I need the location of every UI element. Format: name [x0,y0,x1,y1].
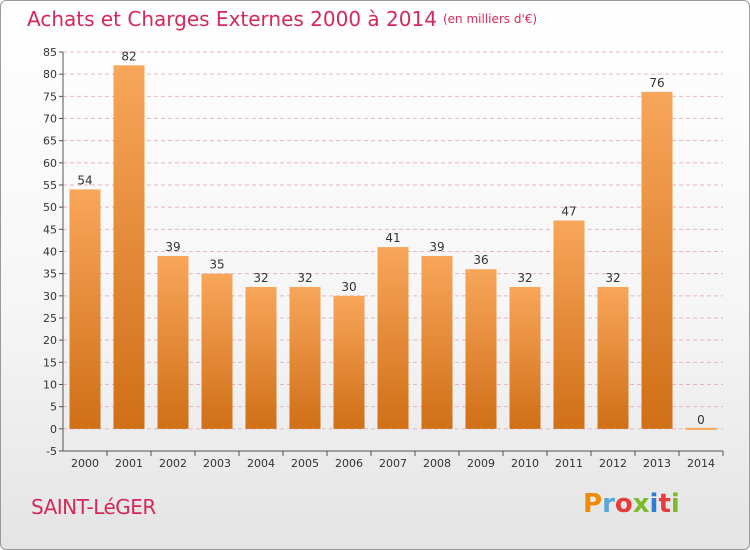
bar-2005[interactable] [289,286,321,429]
chart-unit: (en milliers d'€) [442,12,538,26]
value-label: 30 [341,280,356,294]
bar-2009[interactable] [465,269,497,429]
bar-2012[interactable] [597,286,629,429]
chart-title: Achats et Charges Externes 2000 à 2014 (e… [27,7,537,31]
x-tick-label: 2001 [115,457,143,470]
x-tick-label: 2007 [379,457,407,470]
value-label: 32 [517,271,532,285]
chart-title-text: Achats et Charges Externes 2000 à 2014 [27,7,437,31]
x-tick-label: 2003 [203,457,231,470]
logo-letter: r [602,489,615,519]
y-tick-label: 35 [43,268,57,281]
value-label: 0 [697,413,705,427]
y-tick-label: 85 [43,46,57,59]
logo-letter: t [658,489,671,519]
y-tick-label: 10 [43,379,57,392]
value-label: 36 [473,253,488,267]
bar-2013[interactable] [641,91,673,429]
bar-2004[interactable] [245,286,277,429]
x-tick-label: 2006 [335,457,363,470]
x-tick-label: 2014 [687,457,715,470]
bar-2001[interactable] [113,65,145,429]
value-label: 39 [165,240,180,254]
labels: -5 0 5 10 15 20 25 30 35 40 45 50 55 60 65 70 75 80 85 54 20… [43,46,715,470]
logo-letter: i [670,489,680,519]
y-tick-label: 80 [43,68,57,81]
y-tick-label: 50 [43,201,57,214]
bar-2006[interactable] [333,295,365,429]
x-tick-label: 2012 [599,457,627,470]
value-label: 76 [649,76,664,90]
bar-2007[interactable] [377,247,409,429]
x-tick-label: 2010 [511,457,539,470]
logo-letter: x [632,489,650,519]
y-tick-label: 20 [43,334,57,347]
value-label: 32 [605,271,620,285]
x-tick-label: 2000 [71,457,99,470]
value-label: 39 [429,240,444,254]
bar-2010[interactable] [509,286,541,429]
logo-letter: P [583,489,603,519]
value-label: 32 [253,271,268,285]
y-tick-label: 15 [43,356,57,369]
y-tick-label: 25 [43,312,57,325]
x-tick-label: 2011 [555,457,583,470]
bar-2000[interactable] [69,189,101,429]
y-tick-label: 40 [43,246,57,259]
y-tick-label: 55 [43,179,57,192]
x-tick-label: 2005 [291,457,319,470]
y-tick-label: 5 [50,401,57,414]
value-label: 41 [385,231,400,245]
bar-2002[interactable] [157,255,189,429]
commune-name: SAINT-LéGER [31,495,156,519]
bar-2011[interactable] [553,220,585,429]
y-tick-label: 0 [50,423,57,436]
x-tick-label: 2008 [423,457,451,470]
y-tick-label: 75 [43,90,57,103]
value-label: 47 [561,204,576,218]
y-tick-label: 30 [43,290,57,303]
x-tick-label: 2002 [159,457,187,470]
value-label: 35 [209,258,224,272]
bar-2008[interactable] [421,255,453,429]
logo-letter: i [649,489,659,519]
y-tick-label: 70 [43,113,57,126]
value-label: 32 [297,271,312,285]
x-tick-label: 2004 [247,457,275,470]
value-label: 82 [121,49,136,63]
y-tick-label: -5 [46,445,57,458]
y-tick-label: 45 [43,223,57,236]
logo-letter: o [614,489,633,519]
value-label: 54 [77,173,92,187]
bars [69,65,717,430]
proxiti-logo[interactable]: Proxiti [583,489,680,519]
y-tick-label: 60 [43,157,57,170]
bar-2003[interactable] [201,273,233,429]
axes [59,51,724,456]
y-tick-label: 65 [43,135,57,148]
x-tick-label: 2013 [643,457,671,470]
x-tick-label: 2009 [467,457,495,470]
